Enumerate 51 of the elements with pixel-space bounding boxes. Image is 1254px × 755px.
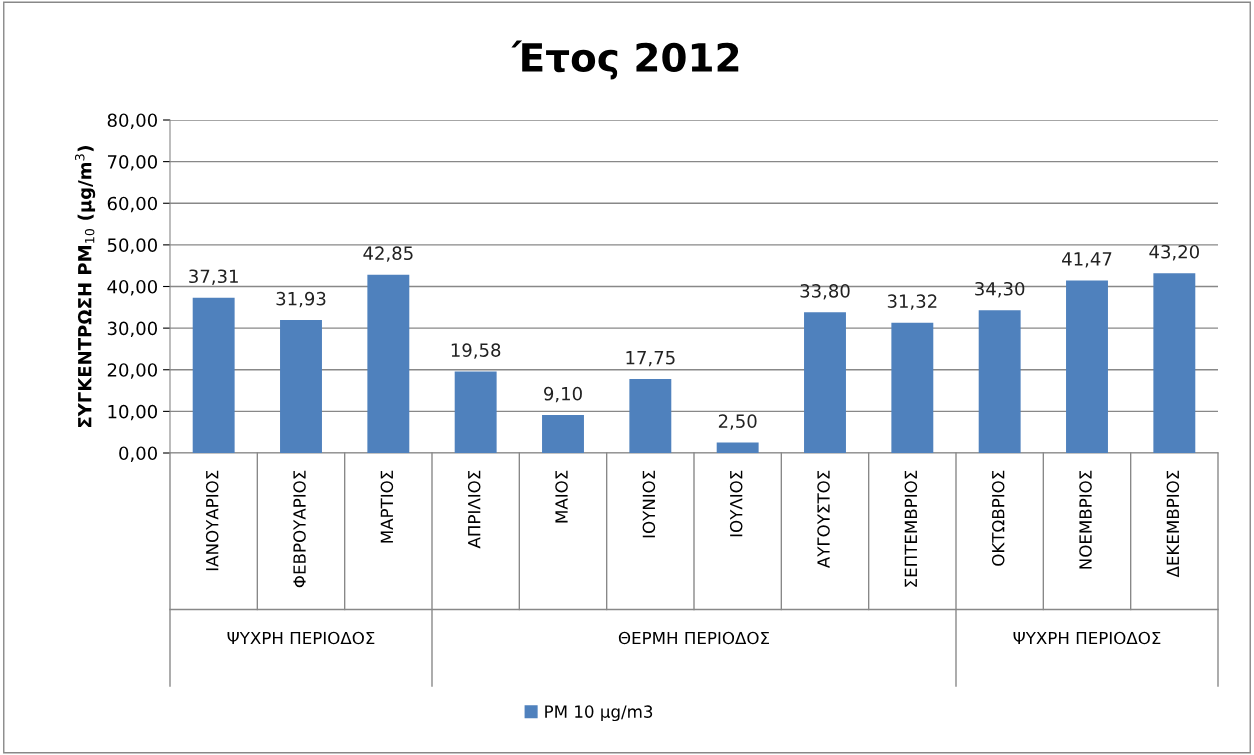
text: ΘΕΡΜΗ ΠΕΡΙΟΔΟΣ xyxy=(618,631,769,645)
data-label: 31,32 xyxy=(887,294,937,310)
x-tick-label: ΔΕΚΕΜΒΡΙΟΣ xyxy=(1166,470,1180,578)
x-tick-label: ΜΑΙΟΣ xyxy=(555,470,568,523)
y-tick-label: 40,00 xyxy=(107,279,157,296)
legend-label: PM 10 μg/m3 xyxy=(545,705,653,722)
x-tick-label: ΙΟΥΛΙΟΣ xyxy=(729,470,743,537)
chart-title: Έτος 2012 xyxy=(511,40,739,80)
y-axis-title: ΣΥΓΚΕΝΤΡΩΣΗ PM$_{10}$ (μg/m$^{3}$) xyxy=(74,146,96,427)
bar xyxy=(629,379,672,453)
data-label: 31,93 xyxy=(276,291,326,308)
data-label: 17,75 xyxy=(626,351,675,367)
y-tick-label: 70,00 xyxy=(107,155,157,171)
y-tick-label: 50,00 xyxy=(107,238,157,254)
data-label: 37,31 xyxy=(189,269,238,285)
data-label: 43,20 xyxy=(1149,244,1199,261)
bar xyxy=(978,310,1021,453)
bar xyxy=(1153,273,1196,453)
x-tick-label: ΑΥΓΟΥΣΤΟΣ xyxy=(817,470,830,569)
text: ΨΥΧΡΗ ΠΕΡΙΟΔΟΣ xyxy=(227,631,375,645)
x-tick-label: ΟΚΤΩΒΡΙΟΣ xyxy=(991,470,1005,566)
x-tick-label: ΣΕΠΤΕΜΒΡΙΟΣ xyxy=(904,470,918,587)
x-tick-label: ΝΟΕΜΒΡΙΟΣ xyxy=(1079,470,1092,569)
data-label: 42,85 xyxy=(363,246,413,262)
x-tick-label: ΙΑΝΟΥΑΡΙΟΣ xyxy=(205,470,219,571)
bar xyxy=(192,297,235,453)
bar xyxy=(891,322,934,453)
bar xyxy=(542,415,584,453)
x-tick-label: ΦΕΒΡΟΥΑΡΙΟΣ xyxy=(293,470,306,588)
data-label: 2,50 xyxy=(718,414,757,430)
y-tick-label: 60,00 xyxy=(107,196,157,213)
y-tick-label: 20,00 xyxy=(107,363,157,379)
data-label: 41,47 xyxy=(1062,252,1112,268)
data-label: 19,58 xyxy=(451,343,501,359)
bar xyxy=(454,371,497,453)
x-tick-label: ΑΠΡΙΛΙΟΣ xyxy=(467,470,481,549)
bar xyxy=(716,442,759,453)
bar xyxy=(280,320,322,453)
data-label: 34,30 xyxy=(975,281,1025,298)
y-tick-label: 0,00 xyxy=(119,446,157,462)
data-label: 33,80 xyxy=(800,284,850,300)
bar xyxy=(367,274,410,453)
x-tick-label: ΜΑΡΤΙΟΣ xyxy=(380,470,394,543)
x-tick-label: ΙΟΥΝΙΟΣ xyxy=(642,470,656,538)
bar xyxy=(804,312,846,453)
y-tick-label: 10,00 xyxy=(108,404,157,421)
y-tick-label: 80,00 xyxy=(107,113,157,129)
bar xyxy=(1066,280,1108,453)
data-label: 9,10 xyxy=(544,386,582,403)
y-tick-label: 30,00 xyxy=(107,321,157,338)
text: ΨΥΧΡΗ ΠΕΡΙΟΔΟΣ xyxy=(1013,631,1161,645)
